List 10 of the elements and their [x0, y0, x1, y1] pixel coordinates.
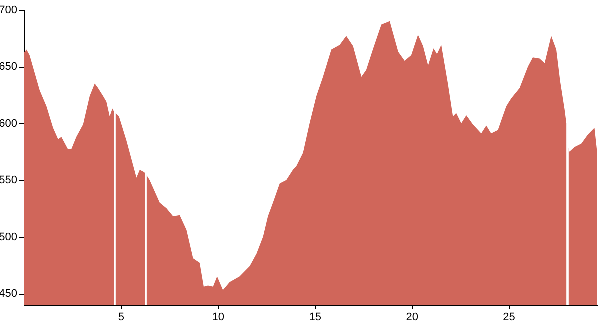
x-tick-label: 5 — [118, 312, 125, 321]
y-tick-label: 550 — [0, 174, 18, 187]
x-tick-label: 10 — [212, 312, 225, 321]
x-tick-label: 15 — [309, 312, 322, 321]
x-tick-label: 20 — [406, 312, 418, 321]
y-tick-label: 600 — [0, 118, 18, 130]
x-tick-label: 25 — [503, 312, 516, 321]
y-tick-label: 700 — [0, 4, 18, 16]
y-tick-label: 500 — [0, 231, 18, 244]
y-tick-label: 650 — [0, 61, 18, 74]
